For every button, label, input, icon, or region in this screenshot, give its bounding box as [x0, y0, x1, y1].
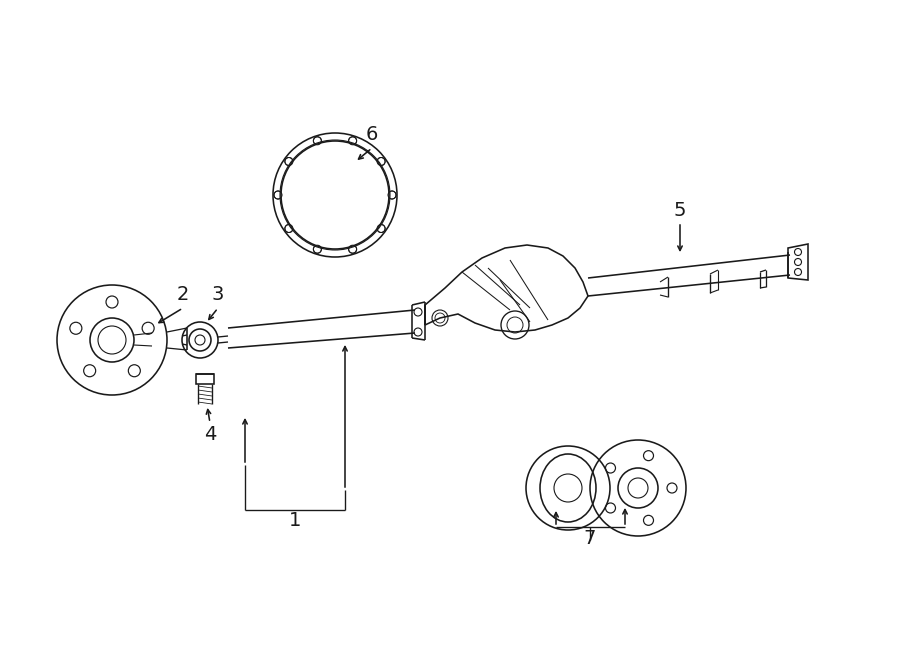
Circle shape	[281, 141, 389, 249]
Text: 6: 6	[365, 126, 378, 145]
Text: 3: 3	[212, 286, 224, 305]
Text: 1: 1	[289, 510, 302, 529]
Text: 5: 5	[674, 200, 686, 219]
Text: 7: 7	[584, 529, 596, 547]
Text: 2: 2	[176, 286, 189, 305]
Text: 4: 4	[203, 426, 216, 444]
